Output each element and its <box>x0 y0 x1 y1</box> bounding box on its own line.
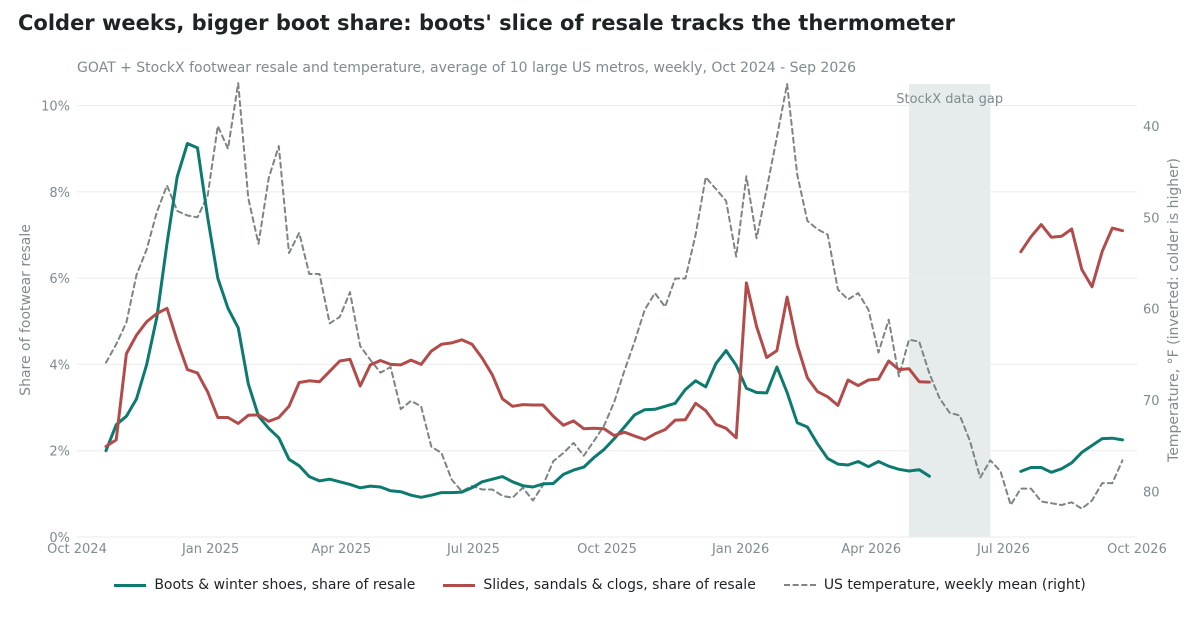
left-tick-label-4: 8% <box>49 186 70 201</box>
left-axis-title: Share of footwear resale <box>18 224 34 396</box>
left-tick-label-3: 6% <box>49 272 70 287</box>
right-tick-label-1: 50 <box>1143 211 1160 226</box>
x-tick-label-4: Oct 2025 <box>577 542 637 557</box>
legend-swatch-boots <box>114 583 147 587</box>
legend-item-sandals: Slides, sandals & clogs, share of resale <box>443 577 756 593</box>
x-tick-label-3: Jul 2025 <box>446 542 500 557</box>
chart-title: Colder weeks, bigger boot share: boots' … <box>18 11 955 35</box>
legend-swatch-sandals <box>443 583 476 587</box>
series-line-2 <box>105 82 1124 510</box>
right-tick-label-2: 60 <box>1143 303 1160 318</box>
gap-region-layer <box>909 84 991 537</box>
x-tick-label-0: Oct 2024 <box>47 542 107 557</box>
legend-swatch-temperature <box>783 584 816 586</box>
x-tick-label-7: Jul 2026 <box>976 542 1030 557</box>
chart-subtitle: GOAT + StockX footwear resale and temper… <box>77 60 857 76</box>
legend-item-temperature: US temperature, weekly mean (right) <box>783 577 1086 593</box>
series-line-0 <box>104 142 1124 499</box>
left-tick-label-5: 10% <box>41 100 70 115</box>
left-tick-label-1: 2% <box>49 445 70 460</box>
left-tick-label-0: 0% <box>49 531 70 546</box>
gap-region <box>909 84 991 537</box>
legend-item-boots: Boots & winter shoes, share of resale <box>114 577 415 593</box>
x-tick-label-1: Jan 2025 <box>181 542 239 557</box>
legend: Boots & winter shoes, share of resale Sl… <box>0 577 1200 593</box>
right-tick-label-4: 80 <box>1143 485 1160 500</box>
x-tick-label-2: Apr 2025 <box>311 542 371 557</box>
legend-label-boots: Boots & winter shoes, share of resale <box>154 577 416 593</box>
x-tick-label-6: Apr 2026 <box>841 542 901 557</box>
gridlines <box>77 105 1137 538</box>
x-tick-label-5: Jan 2026 <box>711 542 769 557</box>
right-tick-label-0: 40 <box>1143 120 1160 135</box>
legend-label-sandals: Slides, sandals & clogs, share of resale <box>483 577 756 593</box>
right-axis-title: Temperature, °F (inverted: colder is hig… <box>1166 158 1182 463</box>
legend-label-temperature: US temperature, weekly mean (right) <box>823 577 1086 593</box>
left-tick-label-2: 4% <box>49 358 70 373</box>
right-tick-label-3: 70 <box>1143 394 1160 409</box>
series-line-1 <box>104 223 1124 448</box>
x-tick-label-8: Oct 2026 <box>1107 542 1167 557</box>
tick-labels: 0% 2% 4% 6% 8% 10% 40 50 60 70 80 Oct 2024 Jan 2025 A… <box>41 100 1167 557</box>
gap-region-label: StockX data gap <box>896 92 1003 107</box>
series-lines <box>104 82 1124 510</box>
